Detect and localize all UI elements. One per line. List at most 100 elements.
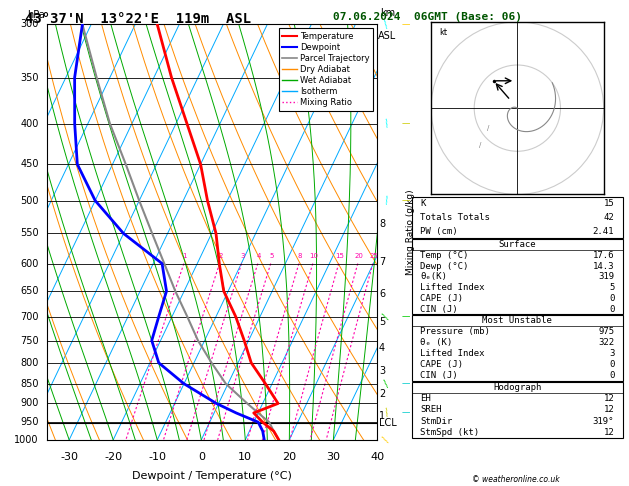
Text: 20: 20 xyxy=(354,253,363,259)
Text: Lifted Index: Lifted Index xyxy=(420,349,485,358)
Text: © weatheronline.co.uk: © weatheronline.co.uk xyxy=(472,474,560,484)
Text: 0: 0 xyxy=(198,452,205,462)
Text: θₑ (K): θₑ (K) xyxy=(420,338,453,347)
Text: -10: -10 xyxy=(148,452,166,462)
Text: /: / xyxy=(382,313,392,321)
Text: 2: 2 xyxy=(218,253,223,259)
Text: StmDir: StmDir xyxy=(420,417,453,426)
Text: 15: 15 xyxy=(335,253,344,259)
Text: Dewpoint / Temperature (°C): Dewpoint / Temperature (°C) xyxy=(132,471,292,481)
Text: CAPE (J): CAPE (J) xyxy=(420,360,464,369)
Text: Totals Totals: Totals Totals xyxy=(420,213,490,222)
Text: -20: -20 xyxy=(104,452,122,462)
Text: CIN (J): CIN (J) xyxy=(420,371,458,380)
Text: EH: EH xyxy=(420,394,431,403)
Text: 322: 322 xyxy=(598,338,615,347)
Text: 1000: 1000 xyxy=(14,435,39,445)
Text: 300: 300 xyxy=(21,19,39,29)
Text: PW (cm): PW (cm) xyxy=(420,227,458,236)
Text: /: / xyxy=(383,19,391,30)
Text: 25: 25 xyxy=(369,253,378,259)
Text: 8: 8 xyxy=(298,253,302,259)
Text: /: / xyxy=(479,142,481,148)
Text: Most Unstable: Most Unstable xyxy=(482,316,552,326)
Text: Lifted Index: Lifted Index xyxy=(420,283,485,292)
Text: 3: 3 xyxy=(609,349,615,358)
Text: —: — xyxy=(401,20,410,29)
Text: 950: 950 xyxy=(20,417,39,427)
Text: 8: 8 xyxy=(379,219,385,229)
Text: 07.06.2024  06GMT (Base: 06): 07.06.2024 06GMT (Base: 06) xyxy=(333,12,522,22)
Text: 0: 0 xyxy=(609,371,615,380)
Text: ASL: ASL xyxy=(378,31,396,40)
Text: 650: 650 xyxy=(20,286,39,296)
Text: 2: 2 xyxy=(379,389,386,399)
Text: 500: 500 xyxy=(20,195,39,206)
Text: 17.6: 17.6 xyxy=(593,251,615,260)
Text: hPa: hPa xyxy=(28,10,45,20)
Text: 3: 3 xyxy=(379,366,385,376)
Text: 2.41: 2.41 xyxy=(593,227,615,236)
Text: 5: 5 xyxy=(379,316,386,327)
Text: —: — xyxy=(401,119,410,128)
Text: Dewp (°C): Dewp (°C) xyxy=(420,261,469,271)
Text: 7: 7 xyxy=(379,257,386,267)
Text: 14.3: 14.3 xyxy=(593,261,615,271)
Text: 319°: 319° xyxy=(593,417,615,426)
Text: 550: 550 xyxy=(20,228,39,239)
Text: 10: 10 xyxy=(238,452,252,462)
Text: 10: 10 xyxy=(309,253,318,259)
Text: /: / xyxy=(384,195,389,206)
Text: 900: 900 xyxy=(21,399,39,408)
Text: /: / xyxy=(382,379,391,389)
Text: kt: kt xyxy=(440,28,448,37)
Text: K: K xyxy=(420,199,426,208)
Text: —: — xyxy=(401,408,410,417)
Text: 20: 20 xyxy=(282,452,296,462)
Text: 750: 750 xyxy=(20,335,39,346)
Text: 850: 850 xyxy=(20,379,39,389)
Text: CAPE (J): CAPE (J) xyxy=(420,294,464,303)
Text: 12: 12 xyxy=(604,405,615,415)
Text: 42: 42 xyxy=(604,213,615,222)
Text: 4: 4 xyxy=(379,343,385,353)
Text: 800: 800 xyxy=(21,358,39,368)
Text: /: / xyxy=(382,436,392,444)
Text: 5: 5 xyxy=(269,253,274,259)
Text: 4: 4 xyxy=(257,253,261,259)
Text: 1: 1 xyxy=(379,411,385,420)
Text: Surface: Surface xyxy=(499,240,536,249)
Text: 400: 400 xyxy=(21,119,39,129)
Text: LCL: LCL xyxy=(379,418,397,428)
Text: 40: 40 xyxy=(370,452,384,462)
Text: 12: 12 xyxy=(604,428,615,437)
Text: Pressure (mb): Pressure (mb) xyxy=(420,327,490,336)
Legend: Temperature, Dewpoint, Parcel Trajectory, Dry Adiabat, Wet Adiabat, Isotherm, Mi: Temperature, Dewpoint, Parcel Trajectory… xyxy=(279,29,373,111)
Text: Hodograph: Hodograph xyxy=(493,383,542,392)
Text: 319: 319 xyxy=(598,272,615,281)
Text: 15: 15 xyxy=(604,199,615,208)
Text: —: — xyxy=(401,196,410,205)
Text: 5: 5 xyxy=(609,283,615,292)
Text: 700: 700 xyxy=(20,312,39,322)
Text: /: / xyxy=(384,408,390,418)
Text: 975: 975 xyxy=(598,327,615,336)
Text: 1: 1 xyxy=(182,253,187,259)
Text: 12: 12 xyxy=(604,394,615,403)
Text: 450: 450 xyxy=(20,159,39,169)
Text: 6: 6 xyxy=(379,289,385,299)
Text: CIN (J): CIN (J) xyxy=(420,305,458,313)
Text: /: / xyxy=(384,118,390,129)
Text: km: km xyxy=(380,8,395,18)
Text: 43°37'N  13°22'E  119m  ASL: 43°37'N 13°22'E 119m ASL xyxy=(25,12,252,26)
Text: —: — xyxy=(401,312,410,321)
Text: 3: 3 xyxy=(240,253,245,259)
Text: 0: 0 xyxy=(609,360,615,369)
Text: -30: -30 xyxy=(60,452,78,462)
Text: 350: 350 xyxy=(20,72,39,83)
Text: Temp (°C): Temp (°C) xyxy=(420,251,469,260)
Text: θₑ(K): θₑ(K) xyxy=(420,272,447,281)
Text: 30: 30 xyxy=(326,452,340,462)
Text: SREH: SREH xyxy=(420,405,442,415)
Text: 0: 0 xyxy=(609,294,615,303)
